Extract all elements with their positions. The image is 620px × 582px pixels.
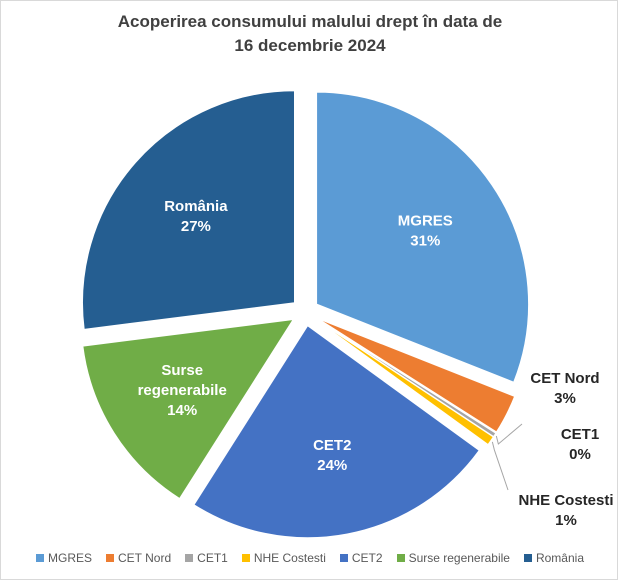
legend-swatch-1	[106, 554, 115, 562]
pie-slice-nhe-costesti	[316, 319, 495, 446]
legend-item-1: CET Nord	[106, 551, 171, 565]
pie-slice-cet-nord	[317, 317, 516, 433]
legend-swatch-6	[523, 554, 532, 562]
legend-item-0: MGRES	[36, 551, 92, 565]
leader-line-3	[491, 441, 509, 491]
slice-label-0: MGRES 31%	[398, 212, 453, 249]
legend-swatch-3	[241, 554, 250, 562]
slice-label-3: NHE Costesti 1%	[518, 492, 613, 529]
legend-item-5: Surse regenerabile	[396, 551, 510, 565]
slice-label-2: CET1 0%	[561, 426, 599, 463]
pie-slice-mgres	[316, 91, 530, 383]
legend-item-3: NHE Costesti	[241, 551, 326, 565]
legend-swatch-0	[36, 554, 44, 562]
legend-swatch-4	[339, 554, 348, 562]
pie-slice-românia	[82, 90, 295, 330]
legend-item-2: CET1	[185, 551, 228, 565]
legend-label-5: Surse regenerabile	[408, 551, 510, 565]
chart-title: Acoperirea consumului malului drept în d…	[0, 10, 620, 58]
pie-slice-cet2	[193, 325, 480, 539]
legend-label-0: MGRES	[48, 551, 93, 565]
slice-label-5: Surse regenerabile 14%	[138, 362, 227, 419]
chart-legend: MGRES CET Nord CET1 NHE Costesti CET2 Surse r…	[0, 551, 620, 565]
slice-label-4: CET2 24%	[313, 437, 351, 474]
legend-label-1: CET Nord	[118, 551, 172, 565]
pie-slice-surse-regenerabile	[82, 318, 295, 500]
legend-label-3: NHE Costesti	[253, 551, 326, 565]
legend-label-2: CET1	[197, 551, 228, 565]
legend-swatch-2	[185, 554, 194, 562]
legend-swatch-5	[396, 554, 405, 562]
legend-item-4: CET2	[339, 551, 383, 565]
leader-line-2	[495, 423, 523, 445]
slice-label-6: România 27%	[164, 198, 228, 235]
legend-label-6: România	[535, 551, 584, 565]
slice-label-1: CET Nord 3%	[530, 370, 599, 407]
chart-title-line-1: Acoperirea consumului malului drept în d…	[117, 12, 503, 31]
legend-item-6: România	[523, 551, 584, 565]
chart-title-line-2: 16 decembrie 2024	[234, 36, 386, 55]
legend-label-4: CET2	[351, 551, 383, 565]
